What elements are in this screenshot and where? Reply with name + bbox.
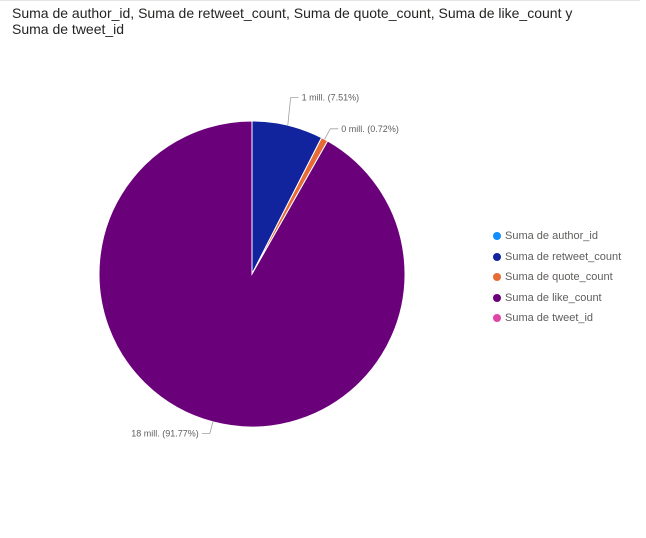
chart-title: Suma de author_id, Suma de retweet_count… [12, 5, 573, 37]
legend-marker [493, 273, 501, 282]
legend-item-author-id[interactable]: Suma de author_id [493, 226, 621, 247]
data-label: 18 mill. (91.77%) [131, 429, 199, 439]
legend-label: Suma de tweet_id [505, 312, 594, 325]
legend-item-retweet-count[interactable]: Suma de retweet_count [493, 247, 621, 268]
legend-label: Suma de like_count [505, 291, 602, 304]
legend-item-like-count[interactable]: Suma de like_count [493, 288, 621, 309]
legend-label: Suma de author_id [505, 230, 598, 243]
legend-marker [493, 314, 501, 323]
legend-item-quote-count[interactable]: Suma de quote_count [493, 267, 621, 288]
data-label-leader-line [324, 128, 339, 140]
data-label: 0 mill. (0.72%) [341, 124, 399, 134]
data-label-leader-line [287, 97, 299, 126]
legend: Suma de author_id Suma de retweet_count … [493, 226, 621, 329]
legend-marker [493, 293, 501, 302]
data-label-leader-line [201, 421, 214, 434]
legend-label: Suma de retweet_count [505, 250, 622, 263]
visual-border [0, 0, 640, 3]
legend-label: Suma de quote_count [505, 271, 613, 284]
legend-marker [493, 252, 501, 261]
legend-item-tweet-id[interactable]: Suma de tweet_id [493, 308, 621, 329]
legend-marker [493, 232, 501, 241]
pie-slice-suma-de-like-count[interactable] [98, 120, 406, 428]
data-label: 1 mill. (7.51%) [302, 93, 360, 103]
